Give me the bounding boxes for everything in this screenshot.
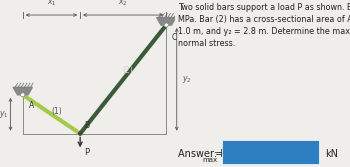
Polygon shape [156,18,176,25]
Text: C: C [172,33,177,42]
Text: max: max [202,157,217,163]
Text: P: P [84,148,89,157]
Text: Answer: P: Answer: P [178,149,227,159]
Text: (1): (1) [52,107,63,116]
Circle shape [21,93,25,97]
Text: (2): (2) [122,66,133,75]
Text: kN: kN [326,149,338,159]
Text: A: A [29,101,34,110]
Text: $y_1$: $y_1$ [0,109,8,120]
Circle shape [164,23,168,27]
Text: =: = [212,149,226,159]
Text: $x_2$: $x_2$ [118,0,128,8]
Text: B: B [84,121,90,130]
Polygon shape [13,87,32,95]
FancyBboxPatch shape [222,140,318,164]
Text: Two solid bars support a load P as shown. Bar (1) has a cross-sectional area of : Two solid bars support a load P as shown… [178,3,350,48]
Circle shape [79,132,82,135]
Text: $x_1$: $x_1$ [47,0,56,8]
Text: $y_2$: $y_2$ [182,74,192,85]
